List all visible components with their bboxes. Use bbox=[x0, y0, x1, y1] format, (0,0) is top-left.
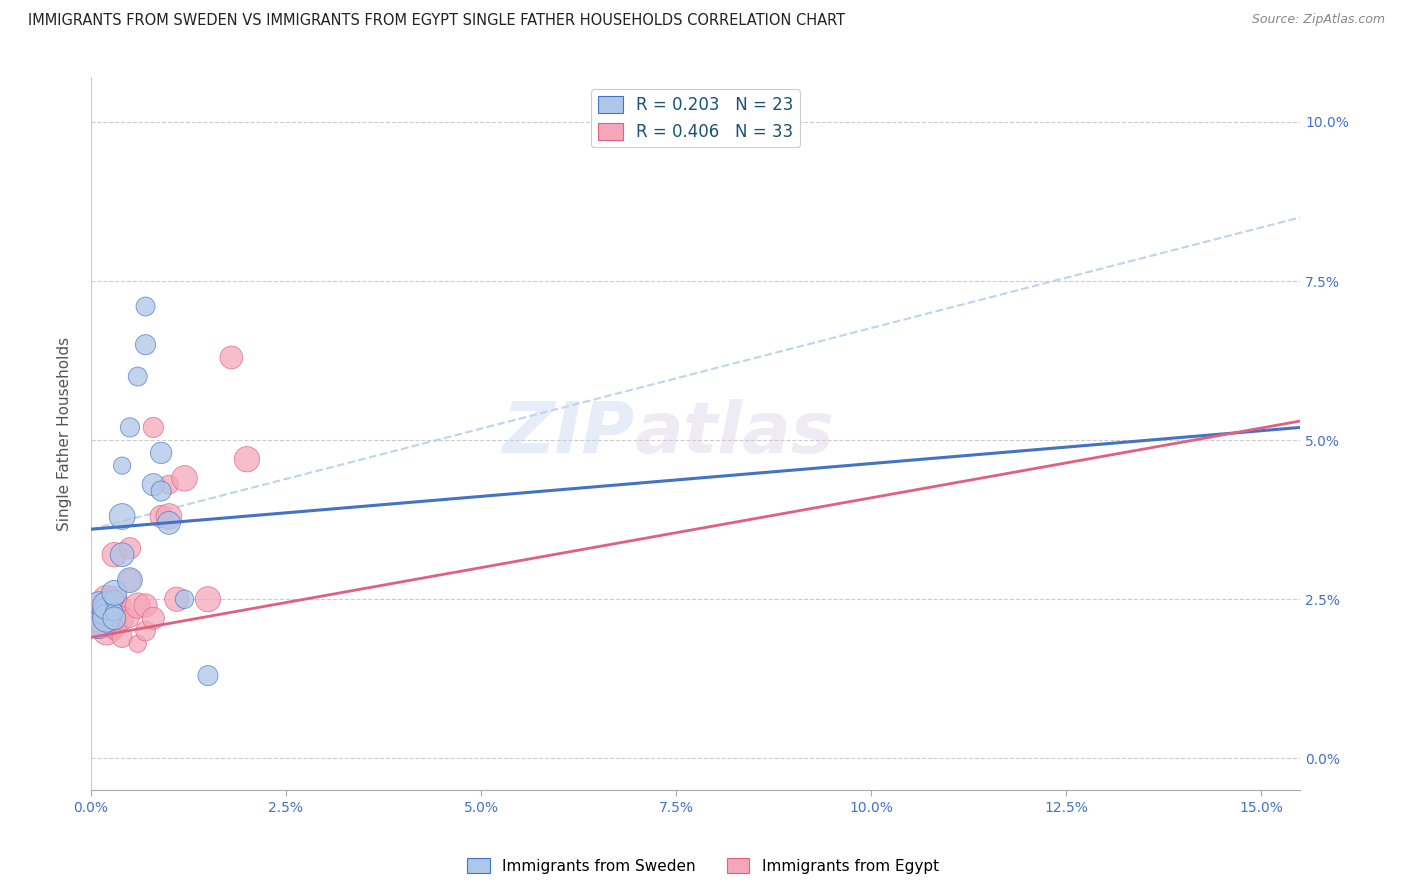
Point bbox=[135, 337, 157, 351]
Text: IMMIGRANTS FROM SWEDEN VS IMMIGRANTS FROM EGYPT SINGLE FATHER HOUSEHOLDS CORRELA: IMMIGRANTS FROM SWEDEN VS IMMIGRANTS FRO… bbox=[28, 13, 845, 29]
Y-axis label: Single Father Households: Single Father Households bbox=[58, 336, 72, 531]
Point bbox=[173, 471, 195, 485]
Point bbox=[157, 477, 180, 491]
Point bbox=[118, 573, 141, 587]
Text: ZIP: ZIP bbox=[503, 400, 636, 468]
Point bbox=[87, 617, 110, 632]
Point bbox=[87, 617, 110, 632]
Point bbox=[103, 605, 125, 619]
Point bbox=[111, 509, 134, 524]
Point bbox=[127, 369, 149, 384]
Point bbox=[118, 420, 141, 434]
Legend: R = 0.203   N = 23, R = 0.406   N = 33: R = 0.203 N = 23, R = 0.406 N = 33 bbox=[591, 89, 800, 147]
Point bbox=[135, 300, 157, 314]
Point bbox=[142, 420, 165, 434]
Point bbox=[96, 605, 118, 619]
Text: Source: ZipAtlas.com: Source: ZipAtlas.com bbox=[1251, 13, 1385, 27]
Point bbox=[197, 668, 219, 682]
Point bbox=[111, 548, 134, 562]
Point bbox=[166, 592, 188, 607]
Point bbox=[150, 484, 173, 499]
Point bbox=[103, 548, 125, 562]
Point bbox=[87, 611, 110, 625]
Point bbox=[103, 617, 125, 632]
Point bbox=[135, 599, 157, 613]
Point bbox=[135, 624, 157, 638]
Point bbox=[111, 611, 134, 625]
Point bbox=[111, 599, 134, 613]
Point bbox=[111, 631, 134, 645]
Point bbox=[96, 599, 118, 613]
Point bbox=[118, 573, 141, 587]
Point bbox=[142, 611, 165, 625]
Point bbox=[118, 611, 141, 625]
Point bbox=[103, 592, 125, 607]
Point bbox=[96, 611, 118, 625]
Point bbox=[236, 452, 259, 467]
Point bbox=[150, 509, 173, 524]
Point bbox=[103, 605, 125, 619]
Point bbox=[127, 599, 149, 613]
Point bbox=[157, 516, 180, 530]
Point bbox=[111, 458, 134, 473]
Point bbox=[142, 477, 165, 491]
Point bbox=[87, 599, 110, 613]
Point bbox=[173, 592, 195, 607]
Point bbox=[118, 541, 141, 556]
Point bbox=[150, 446, 173, 460]
Point bbox=[103, 624, 125, 638]
Point bbox=[96, 592, 118, 607]
Point bbox=[197, 592, 219, 607]
Point bbox=[103, 586, 125, 600]
Point bbox=[96, 605, 118, 619]
Point bbox=[96, 624, 118, 638]
Point bbox=[87, 605, 110, 619]
Point bbox=[221, 351, 243, 365]
Point bbox=[157, 509, 180, 524]
Point bbox=[103, 611, 125, 625]
Point bbox=[87, 611, 110, 625]
Point bbox=[103, 592, 125, 607]
Text: atlas: atlas bbox=[636, 400, 835, 468]
Legend: Immigrants from Sweden, Immigrants from Egypt: Immigrants from Sweden, Immigrants from … bbox=[461, 852, 945, 880]
Point bbox=[127, 637, 149, 651]
Point bbox=[96, 611, 118, 625]
